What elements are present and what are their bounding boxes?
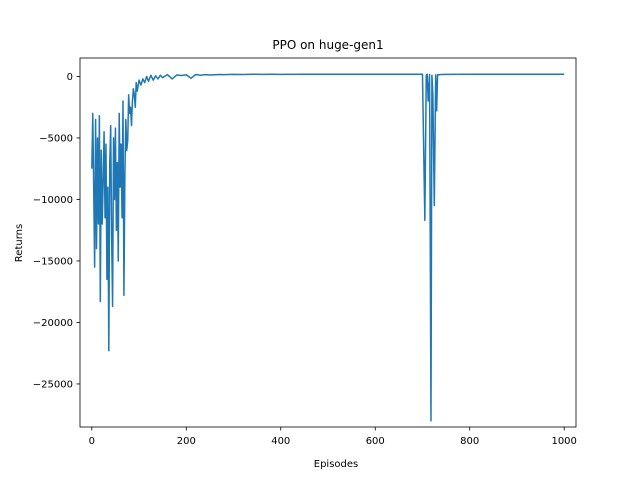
x-tick-label: 800 <box>460 436 479 447</box>
y-tick-label: −25000 <box>33 379 73 390</box>
y-tick-label: −5000 <box>39 133 73 144</box>
x-tick-label: 1000 <box>551 436 576 447</box>
y-tick-label: −15000 <box>33 256 73 267</box>
axes-frame <box>79 57 577 428</box>
y-tick-label: 0 <box>67 72 73 83</box>
x-axis: 0 200 400 600 800 1000 <box>89 427 577 447</box>
y-axis-label: Returns <box>14 224 25 262</box>
x-axis-label: Episodes <box>314 459 358 470</box>
x-tick-label: 200 <box>177 436 196 447</box>
y-tick-label: −10000 <box>33 195 73 206</box>
chart-title: PPO on huge-gen1 <box>272 38 383 52</box>
x-tick-label: 400 <box>271 436 290 447</box>
x-tick-label: 0 <box>89 436 95 447</box>
y-axis: 0 −5000 −10000 −15000 −20000 −25000 <box>33 72 80 390</box>
x-tick-label: 600 <box>366 436 385 447</box>
y-tick-label: −20000 <box>33 318 73 329</box>
returns-line <box>91 73 565 422</box>
plot-area <box>91 73 565 422</box>
